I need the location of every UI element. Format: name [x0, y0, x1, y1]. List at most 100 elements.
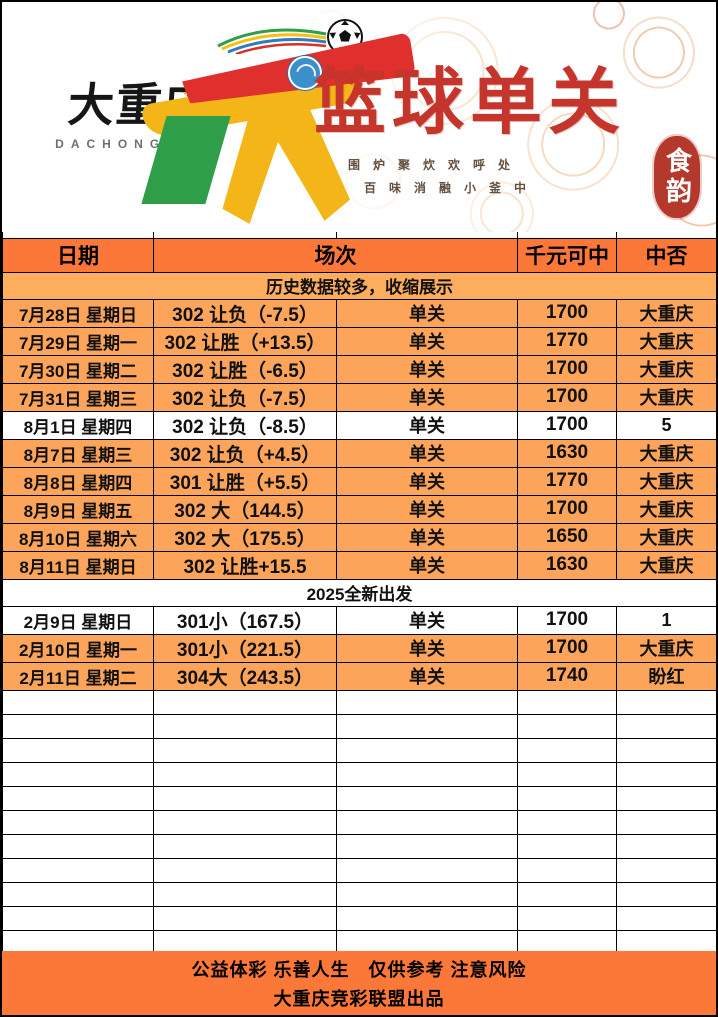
win-cell: 1630 [517, 438, 617, 468]
table-header-row: 日期 场次 千元可中 中否 [2, 237, 716, 273]
empty-cell [336, 713, 518, 739]
empty-row [2, 785, 716, 811]
empty-cell [336, 857, 518, 883]
empty-cell [336, 761, 518, 787]
results-table: 日期 场次 千元可中 中否 历史数据较多，收缩展示 7月28日 星期日 302 让负… [2, 232, 716, 979]
hit-cell: 大重庆 [616, 633, 716, 663]
hit-cell: 盼红 [616, 661, 716, 691]
empty-cell [517, 857, 617, 883]
empty-cell [336, 809, 518, 835]
table-row: 8月8日 星期四 301 让胜（+5.5） 单关 1770 大重庆 [2, 466, 716, 496]
empty-cell [153, 929, 337, 955]
match-cell: 301小（167.5） [153, 605, 337, 635]
empty-cell [336, 929, 518, 955]
date-cell: 7月29日 星期一 [2, 326, 154, 356]
subtitle-line1: 围炉聚炊欢呼处 [348, 157, 524, 172]
date-cell: 8月9日 星期五 [2, 494, 154, 524]
empty-row [2, 737, 716, 763]
empty-cell [2, 689, 154, 715]
empty-row [2, 929, 716, 955]
table-row: 7月28日 星期日 302 让负（-7.5） 单关 1700 大重庆 [2, 298, 716, 328]
empty-cell [517, 713, 617, 739]
date-cell: 2月9日 星期日 [2, 605, 154, 635]
empty-cell [336, 905, 518, 931]
win-cell: 1650 [517, 522, 617, 552]
empty-cell [336, 737, 518, 763]
win-cell: 1700 [517, 605, 617, 635]
logo-blue-badge-icon [288, 56, 322, 90]
table-row: 2月9日 星期日 301小（167.5） 单关 1700 1 [2, 605, 716, 635]
table-row: 7月31日 星期三 302 让负（-7.5） 单关 1700 大重庆 [2, 382, 716, 412]
empty-row [2, 809, 716, 835]
date-cell: 8月8日 星期四 [2, 466, 154, 496]
match-cell: 302 让负（-7.5） [153, 298, 337, 328]
win-cell: 1700 [517, 410, 617, 440]
empty-cell [2, 881, 154, 907]
hit-cell: 大重庆 [616, 354, 716, 384]
empty-cell [2, 833, 154, 859]
pass-cell: 单关 [336, 382, 518, 412]
hit-cell: 大重庆 [616, 326, 716, 356]
empty-cell [336, 881, 518, 907]
schedule-body: 日期 场次 千元可中 中否 历史数据较多，收缩展示 7月28日 星期日 302 让负… [2, 232, 716, 979]
table-row: 2月10日 星期一 301小（221.5） 单关 1700 大重庆 [2, 633, 716, 663]
empty-cell [336, 833, 518, 859]
table-row: 2月11日 星期二 304大（243.5） 单关 1740 盼红 [2, 661, 716, 691]
empty-cell [2, 761, 154, 787]
match-cell: 302 大（175.5） [153, 522, 337, 552]
date-cell: 2月10日 星期一 [2, 633, 154, 663]
pass-cell: 单关 [336, 326, 518, 356]
win-cell: 1770 [517, 466, 617, 496]
empty-cell [153, 689, 337, 715]
date-cell: 2月11日 星期二 [2, 661, 154, 691]
empty-cell [517, 809, 617, 835]
column-header-hit: 中否 [616, 237, 716, 273]
empty-row [2, 761, 716, 787]
hit-cell: 5 [616, 410, 716, 440]
date-cell: 7月30日 星期二 [2, 354, 154, 384]
match-cell: 302 让胜（-6.5） [153, 354, 337, 384]
win-cell: 1700 [517, 354, 617, 384]
match-cell: 301小（221.5） [153, 633, 337, 663]
empty-cell [153, 881, 337, 907]
column-header-date: 日期 [2, 237, 154, 273]
column-header-match: 场次 [153, 237, 518, 273]
empty-cell [2, 785, 154, 811]
win-cell: 1630 [517, 550, 617, 580]
empty-cell [2, 857, 154, 883]
pass-cell: 单关 [336, 298, 518, 328]
win-cell: 1700 [517, 382, 617, 412]
pass-cell: 单关 [336, 354, 518, 384]
table-row: 8月10日 星期六 302 大（175.5） 单关 1650 大重庆 [2, 522, 716, 552]
seal-text: 食韵 [661, 147, 692, 207]
empty-cell [2, 713, 154, 739]
table-row: 8月1日 星期四 302 让负（-8.5） 单关 1700 5 [2, 410, 716, 440]
title-block: 篮球单关 围炉聚炊欢呼处 百味消融小釜中 [314, 64, 674, 196]
empty-cell [616, 833, 716, 859]
footer-line1: 公益体彩 乐善人生 仅供参考 注意风险 [191, 959, 527, 980]
date-cell: 7月28日 星期日 [2, 298, 154, 328]
date-cell: 8月7日 星期三 [2, 438, 154, 468]
note-row: 历史数据较多，收缩展示 [2, 271, 716, 300]
pass-cell: 单关 [336, 410, 518, 440]
empty-cell [616, 881, 716, 907]
win-cell: 1740 [517, 661, 617, 691]
empty-cell [153, 785, 337, 811]
empty-cell [517, 905, 617, 931]
footer: 公益体彩 乐善人生 仅供参考 注意风险 大重庆竞彩联盟出品 [2, 951, 716, 1015]
pass-cell: 单关 [336, 633, 518, 663]
date-cell: 8月10日 星期六 [2, 522, 154, 552]
empty-cell [517, 881, 617, 907]
empty-cell [336, 785, 518, 811]
empty-row [2, 689, 716, 715]
match-cell: 304大（243.5） [153, 661, 337, 691]
empty-row [2, 881, 716, 907]
match-cell: 302 大（144.5） [153, 494, 337, 524]
header-banner: 大重庆 DACHONGQING [2, 2, 716, 232]
footer-line2: 大重庆竞彩联盟出品 [273, 988, 445, 1009]
hit-cell: 1 [616, 605, 716, 635]
page-title: 篮球单关 [314, 59, 627, 144]
empty-cell [616, 713, 716, 739]
empty-row [2, 713, 716, 739]
pass-cell: 单关 [336, 661, 518, 691]
